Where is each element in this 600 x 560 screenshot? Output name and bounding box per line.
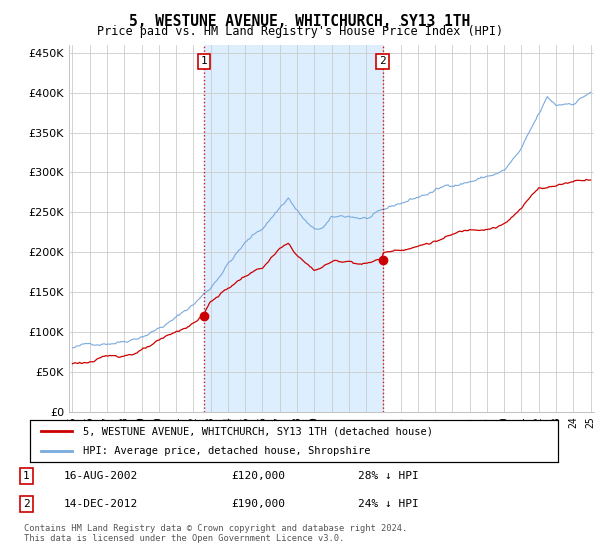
Text: 28% ↓ HPI: 28% ↓ HPI bbox=[358, 471, 418, 481]
Text: 1: 1 bbox=[23, 471, 30, 481]
Text: 2: 2 bbox=[23, 499, 30, 509]
Text: 5, WESTUNE AVENUE, WHITCHURCH, SY13 1TH (detached house): 5, WESTUNE AVENUE, WHITCHURCH, SY13 1TH … bbox=[83, 426, 433, 436]
Bar bbox=[204, 45, 383, 412]
Text: £190,000: £190,000 bbox=[231, 499, 285, 509]
Text: 24% ↓ HPI: 24% ↓ HPI bbox=[358, 499, 418, 509]
Text: 16-AUG-2002: 16-AUG-2002 bbox=[64, 471, 138, 481]
Text: 2: 2 bbox=[379, 57, 386, 66]
Text: 1: 1 bbox=[200, 57, 208, 66]
Text: HPI: Average price, detached house, Shropshire: HPI: Average price, detached house, Shro… bbox=[83, 446, 370, 456]
Text: Price paid vs. HM Land Registry's House Price Index (HPI): Price paid vs. HM Land Registry's House … bbox=[97, 25, 503, 38]
Text: Contains HM Land Registry data © Crown copyright and database right 2024.
This d: Contains HM Land Registry data © Crown c… bbox=[24, 524, 407, 543]
Text: 14-DEC-2012: 14-DEC-2012 bbox=[64, 499, 138, 509]
Text: £120,000: £120,000 bbox=[231, 471, 285, 481]
Text: 5, WESTUNE AVENUE, WHITCHURCH, SY13 1TH: 5, WESTUNE AVENUE, WHITCHURCH, SY13 1TH bbox=[130, 14, 470, 29]
